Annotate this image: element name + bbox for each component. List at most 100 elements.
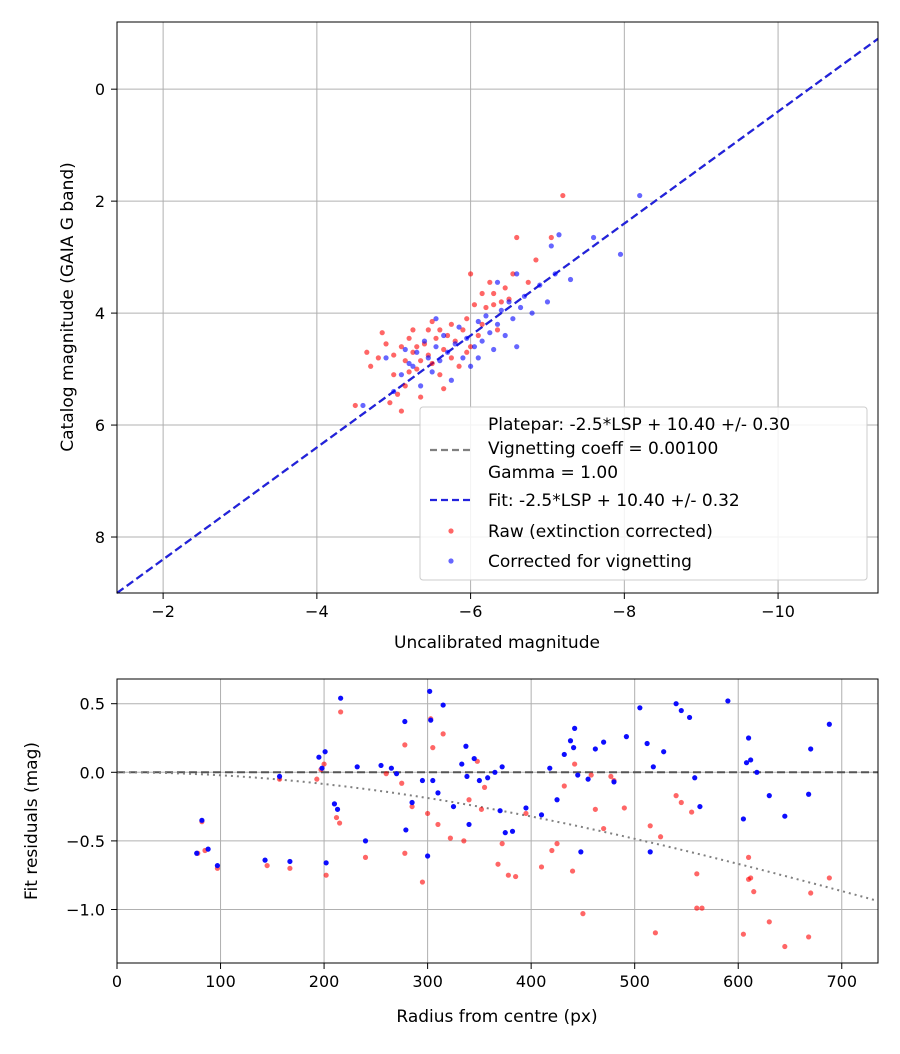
corrected-point bbox=[433, 316, 439, 322]
raw-point bbox=[414, 344, 420, 350]
bottom-x-tick-label: 700 bbox=[826, 972, 857, 991]
bottom-data-points bbox=[194, 688, 832, 950]
raw-residual-point bbox=[621, 805, 627, 811]
corrected-point bbox=[502, 332, 508, 339]
corrected-point bbox=[456, 324, 462, 330]
raw-residual-point bbox=[561, 783, 567, 789]
vignetting-model-curve bbox=[117, 771, 879, 902]
bottom-tick-labels: 0 100 200 300 400 500 600 700 −1.0 −0.5 0.0 0.5 bbox=[66, 695, 857, 991]
corrected-point bbox=[437, 358, 443, 364]
corrected-point bbox=[548, 243, 554, 249]
corrected-residual-point bbox=[323, 860, 329, 866]
bottom-x-tick-label: 200 bbox=[309, 972, 340, 991]
residuals-scatter-chart: 0 100 200 300 400 500 600 700 −1.0 −0.5 0.0 0.5 Rad… bbox=[22, 678, 879, 1027]
raw-residual-point bbox=[409, 803, 415, 810]
raw-point bbox=[448, 321, 454, 327]
raw-point bbox=[467, 271, 474, 277]
raw-residual-point bbox=[499, 841, 505, 847]
legend-entry-raw: Raw (extinction corrected) bbox=[488, 522, 713, 542]
corrected-point bbox=[410, 363, 416, 369]
raw-residual-point bbox=[338, 709, 344, 715]
corrected-residual-point bbox=[378, 762, 384, 769]
corrected-residual-point bbox=[806, 791, 812, 797]
top-y-tick-label: 6 bbox=[95, 416, 105, 435]
corrected-point bbox=[637, 192, 643, 199]
corrected-residual-point bbox=[497, 808, 503, 814]
corrected-point bbox=[391, 388, 397, 395]
corrected-residual-point bbox=[561, 751, 567, 758]
corrected-residual-point bbox=[673, 701, 679, 707]
corrected-point bbox=[452, 341, 458, 347]
raw-point bbox=[425, 327, 431, 333]
top-y-tick-label: 8 bbox=[95, 528, 105, 547]
raw-point bbox=[410, 327, 416, 333]
corrected-point bbox=[425, 355, 431, 361]
raw-residual-point bbox=[745, 854, 752, 860]
bottom-reference-lines bbox=[117, 771, 879, 902]
bottom-x-tick-label: 0 bbox=[112, 972, 122, 991]
bottom-y-tick-label: −0.5 bbox=[66, 832, 105, 851]
corrected-residual-point bbox=[463, 743, 469, 749]
corrected-residual-point bbox=[592, 746, 598, 752]
bottom-x-axis-label: Radius from centre (px) bbox=[396, 1007, 597, 1027]
bottom-y-tick-label: −1.0 bbox=[66, 900, 105, 919]
corrected-residual-point bbox=[826, 721, 832, 727]
corrected-residual-point bbox=[388, 765, 394, 771]
corrected-residual-point bbox=[425, 853, 431, 859]
raw-residual-point bbox=[321, 761, 327, 767]
raw-point bbox=[525, 279, 531, 285]
raw-residual-point bbox=[402, 742, 408, 748]
corrected-point bbox=[467, 363, 474, 369]
raw-residual-point bbox=[513, 873, 519, 880]
corrected-point bbox=[494, 279, 501, 285]
raw-point bbox=[502, 285, 508, 291]
raw-point bbox=[398, 408, 405, 414]
corrected-residual-point bbox=[697, 803, 703, 810]
raw-point bbox=[375, 355, 381, 361]
bottom-grid bbox=[116, 679, 878, 963]
raw-residual-point bbox=[554, 841, 560, 847]
raw-point bbox=[429, 318, 435, 325]
raw-residual-point bbox=[592, 806, 598, 812]
corrected-residual-point bbox=[450, 803, 457, 810]
corrected-residual-point bbox=[523, 805, 529, 811]
raw-point bbox=[379, 330, 385, 336]
corrected-point bbox=[617, 251, 624, 257]
corrected-point bbox=[479, 338, 485, 344]
corrected-residual-point bbox=[782, 813, 788, 819]
top-x-tick-label: −2 bbox=[151, 602, 175, 621]
raw-point bbox=[418, 358, 424, 364]
bottom-y-tick-label: 0.0 bbox=[80, 763, 105, 782]
corrected-residual-point bbox=[611, 779, 617, 785]
raw-point bbox=[533, 257, 539, 263]
raw-residual-point bbox=[673, 793, 679, 799]
corrected-residual-point bbox=[650, 764, 656, 770]
corrected-point bbox=[360, 402, 366, 409]
corrected-point bbox=[464, 335, 470, 341]
raw-residual-point bbox=[569, 868, 576, 874]
raw-residual-point bbox=[481, 784, 488, 790]
corrected-point bbox=[494, 321, 501, 327]
raw-point bbox=[383, 341, 389, 347]
corrected-residual-point bbox=[567, 738, 574, 744]
corrected-point bbox=[421, 338, 428, 344]
corrected-residual-point bbox=[316, 754, 322, 760]
corrected-residual-point bbox=[661, 749, 667, 755]
corrected-point bbox=[552, 271, 558, 277]
raw-residual-point bbox=[647, 823, 653, 829]
legend-swatch-corrected bbox=[448, 558, 454, 564]
raw-point bbox=[406, 369, 412, 375]
raw-point bbox=[398, 344, 405, 350]
bottom-x-tick-label: 400 bbox=[516, 972, 547, 991]
corrected-residual-point bbox=[492, 769, 498, 775]
raw-residual-point bbox=[806, 934, 812, 940]
corrected-residual-point bbox=[199, 817, 205, 823]
corrected-residual-point bbox=[464, 773, 470, 780]
legend-entry-fit: Fit: -2.5*LSP + 10.40 +/- 0.32 bbox=[488, 491, 740, 511]
corrected-point bbox=[475, 318, 481, 325]
raw-residual-point bbox=[333, 814, 340, 821]
legend-entry-platepar: Platepar: -2.5*LSP + 10.40 +/- 0.30 bbox=[488, 415, 790, 435]
raw-point bbox=[460, 327, 466, 333]
raw-point bbox=[491, 290, 497, 297]
